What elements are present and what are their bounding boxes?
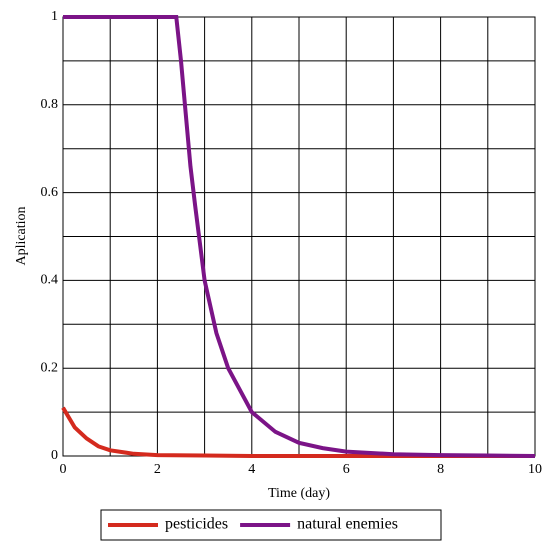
x-tick-label: 0 bbox=[60, 462, 67, 477]
legend-label: pesticides bbox=[165, 516, 228, 533]
x-tick-label: 6 bbox=[343, 462, 350, 477]
x-tick-label: 4 bbox=[248, 462, 255, 477]
x-tick-label: 2 bbox=[154, 462, 161, 477]
y-tick-label: 0.4 bbox=[41, 273, 59, 288]
series-line bbox=[63, 15, 536, 458]
y-tick-label: 0 bbox=[51, 448, 58, 463]
x-tick-label: 8 bbox=[437, 462, 444, 477]
x-axis-label: Time (day) bbox=[268, 486, 330, 501]
y-tick-label: 0.6 bbox=[41, 185, 59, 200]
x-tick-label: 10 bbox=[528, 462, 542, 477]
legend-label: natural enemies bbox=[297, 516, 398, 533]
y-tick-label: 0.2 bbox=[41, 360, 59, 375]
y-tick-label: 0.8 bbox=[41, 97, 59, 112]
y-axis-label: Aplication bbox=[14, 206, 29, 265]
y-tick-label: 1 bbox=[51, 9, 58, 24]
series-line bbox=[61, 406, 535, 458]
